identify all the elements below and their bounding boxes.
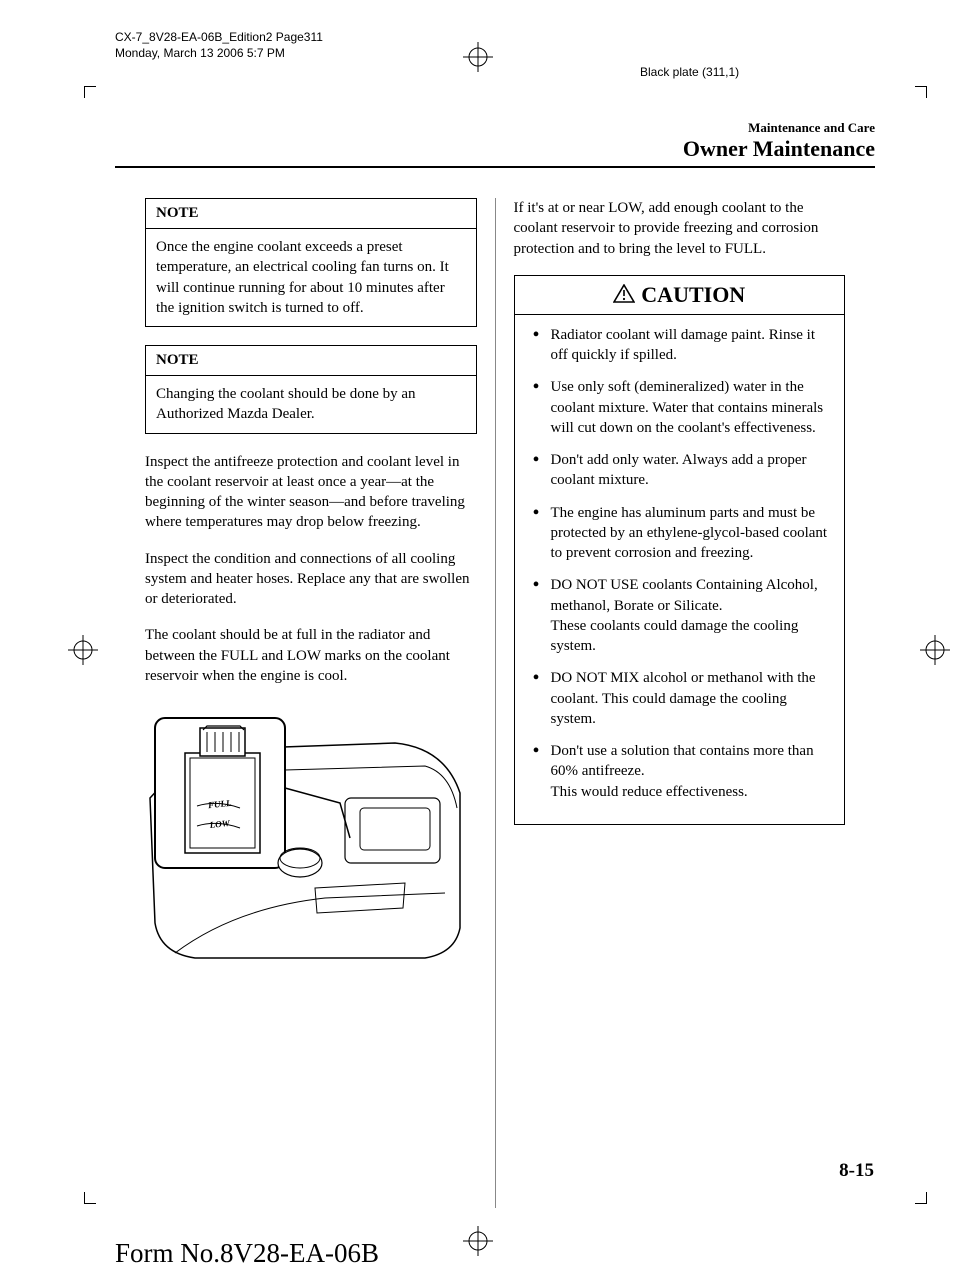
note-box-2: NOTE Changing the coolant should be done…	[145, 345, 477, 434]
note-title: NOTE	[146, 199, 476, 229]
registration-mark-top	[463, 42, 493, 77]
print-meta-line2: Monday, March 13 2006 5:7 PM	[115, 46, 323, 62]
caution-item: Don't use a solution that contains more …	[537, 741, 831, 802]
caution-item: Radiator coolant will damage paint. Rins…	[537, 325, 831, 366]
note-box-1: NOTE Once the engine coolant exceeds a p…	[145, 198, 477, 327]
note-title: NOTE	[146, 346, 476, 376]
crop-mark	[84, 86, 96, 98]
caution-list: Radiator coolant will damage paint. Rins…	[537, 325, 831, 802]
print-meta-line1: CX-7_8V28-EA-06B_Edition2 Page311	[115, 30, 323, 46]
left-column: NOTE Once the engine coolant exceeds a p…	[115, 198, 495, 1208]
page-header: Maintenance and Care Owner Maintenance	[115, 120, 875, 168]
right-column: If it's at or near LOW, add enough coola…	[496, 198, 876, 1208]
coolant-reservoir-figure: FULL LOW	[145, 708, 465, 968]
caution-item: DO NOT USE coolants Containing Alcohol, …	[537, 575, 831, 656]
registration-mark-right	[920, 635, 950, 670]
header-rule	[115, 166, 875, 168]
black-plate-label: Black plate (311,1)	[640, 65, 739, 79]
registration-mark-bottom	[463, 1226, 493, 1261]
note-body: Changing the coolant should be done by a…	[146, 376, 476, 433]
registration-mark-left	[68, 635, 98, 670]
paragraph: The coolant should be at full in the rad…	[145, 625, 477, 686]
page-number: 8-15	[839, 1160, 874, 1182]
caution-item: Don't add only water. Always add a prope…	[537, 450, 831, 491]
form-number: Form No.8V28-EA-06B	[115, 1238, 379, 1269]
caution-box: CAUTION Radiator coolant will damage pai…	[514, 275, 846, 825]
crop-mark	[915, 86, 927, 98]
page-content: Maintenance and Care Owner Maintenance N…	[115, 120, 875, 1208]
crop-mark	[915, 1192, 927, 1204]
caution-body: Radiator coolant will damage paint. Rins…	[515, 315, 845, 824]
paragraph: If it's at or near LOW, add enough coola…	[514, 198, 846, 259]
header-section: Maintenance and Care	[115, 120, 875, 136]
caution-item: DO NOT MIX alcohol or methanol with the …	[537, 668, 831, 729]
content-columns: NOTE Once the engine coolant exceeds a p…	[115, 198, 875, 1208]
note-body: Once the engine coolant exceeds a preset…	[146, 229, 476, 326]
caution-item: Use only soft (demineralized) water in t…	[537, 377, 831, 438]
caution-title: CAUTION	[515, 276, 845, 315]
caution-title-text: CAUTION	[641, 282, 745, 307]
print-meta: CX-7_8V28-EA-06B_Edition2 Page311 Monday…	[115, 30, 323, 61]
paragraph: Inspect the condition and connections of…	[145, 549, 477, 610]
crop-mark	[84, 1192, 96, 1204]
paragraph: Inspect the antifreeze protection and co…	[145, 452, 477, 533]
caution-item: The engine has aluminum parts and must b…	[537, 503, 831, 564]
warning-icon	[613, 284, 635, 304]
header-title: Owner Maintenance	[115, 136, 875, 162]
